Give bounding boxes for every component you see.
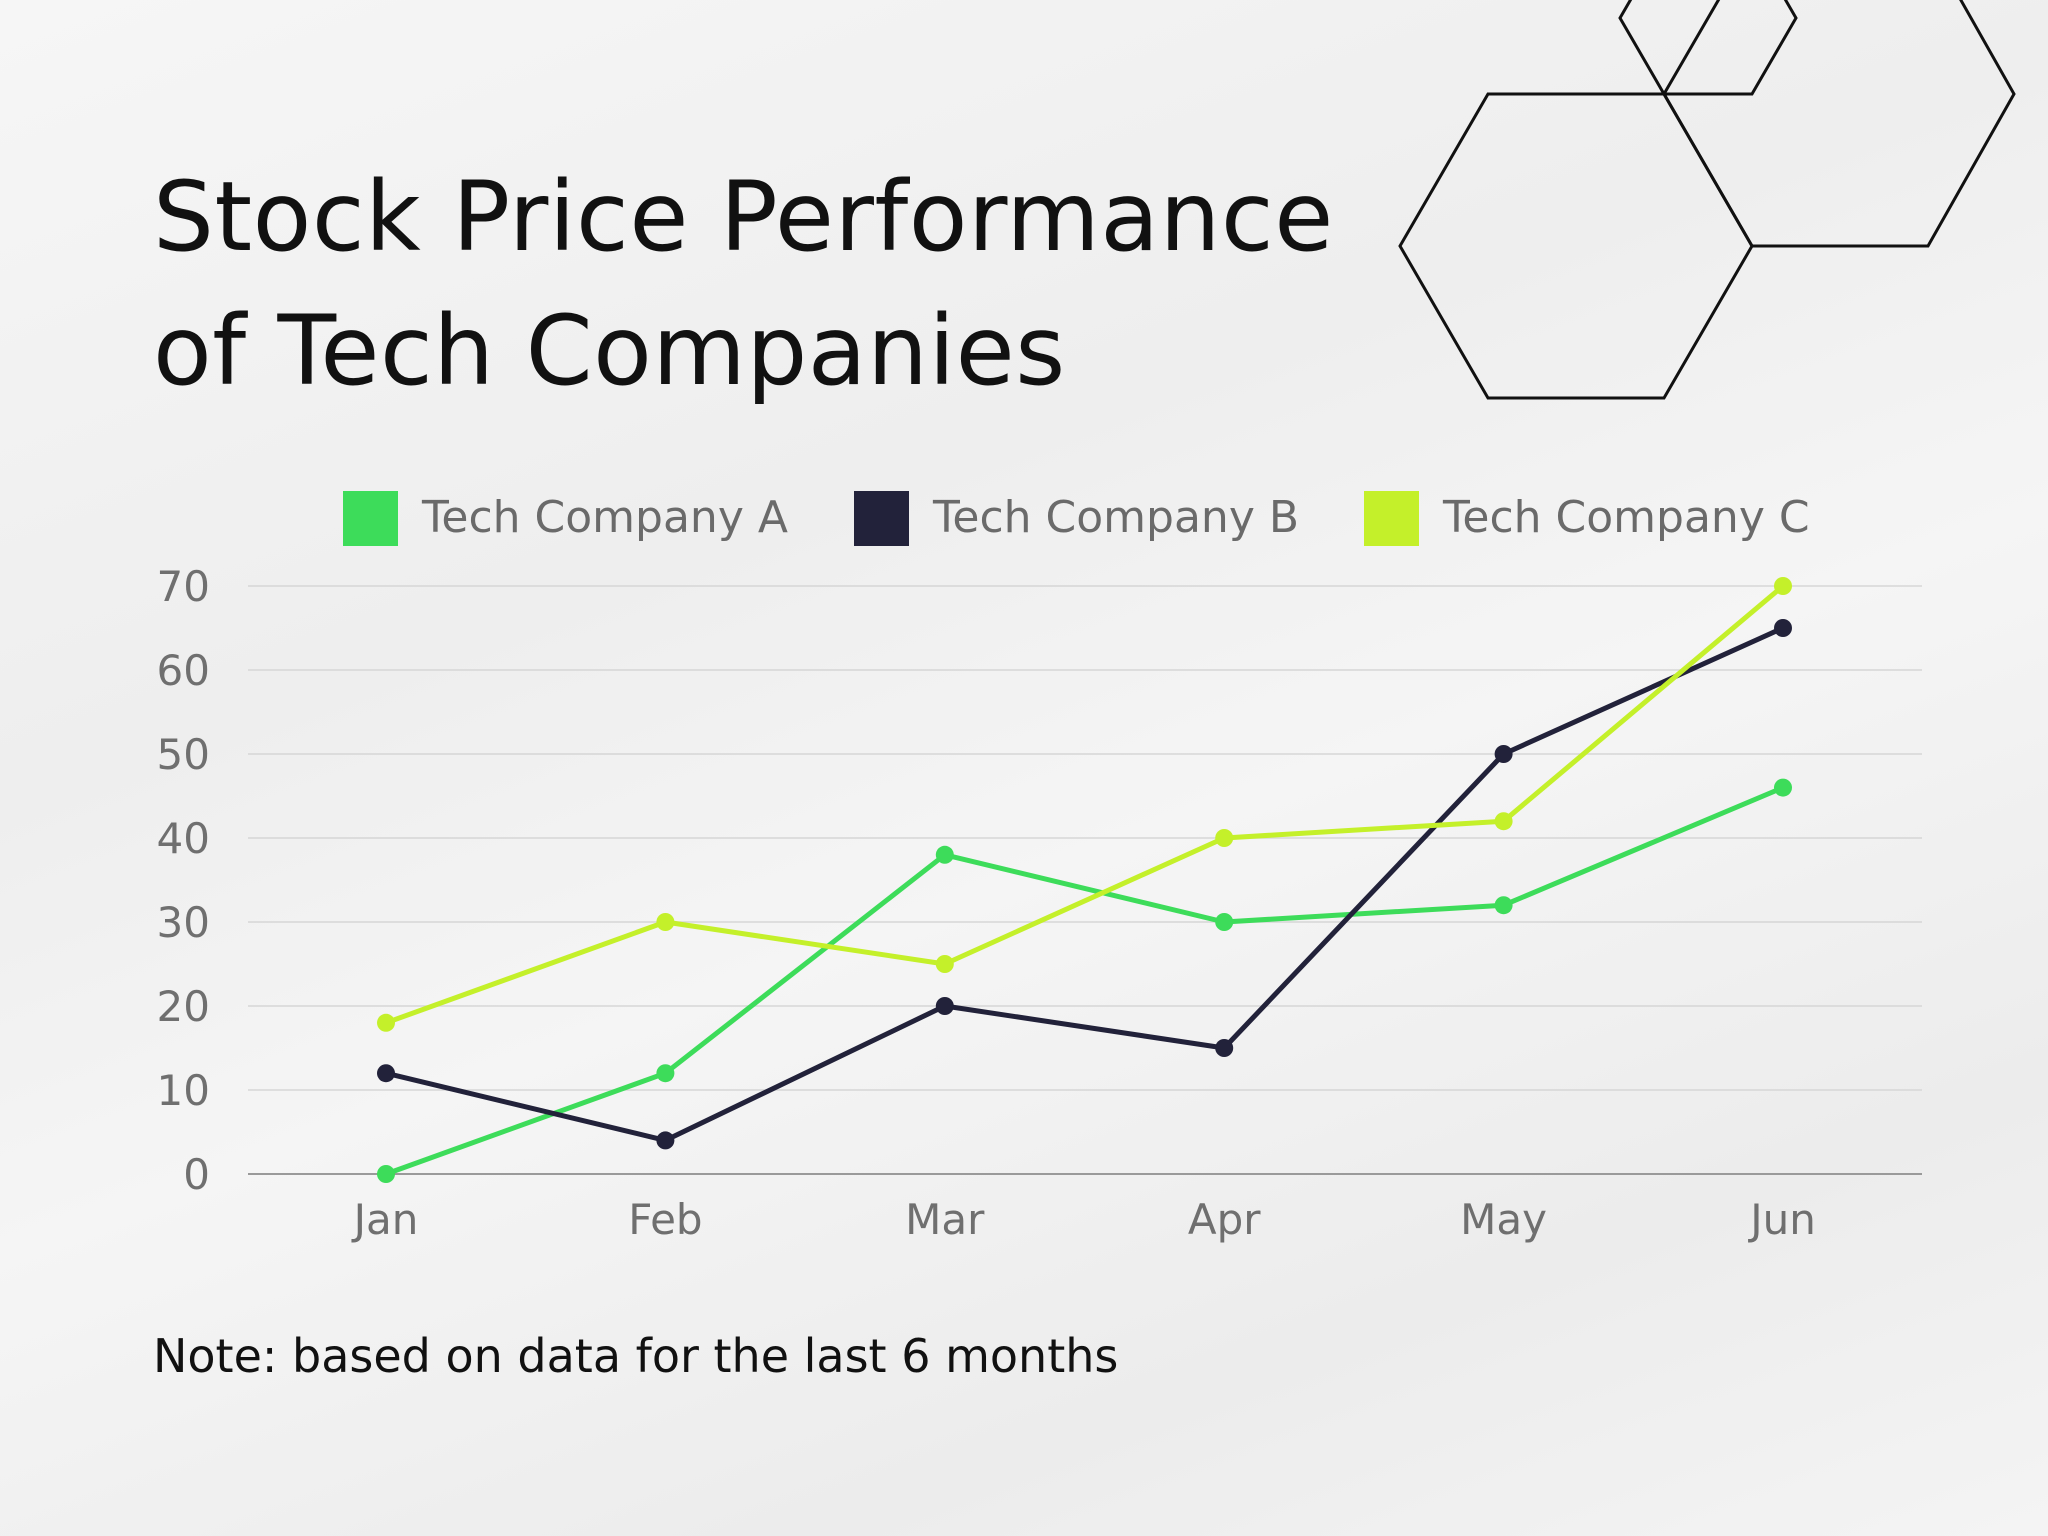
- x-tick-label: Jun: [1747, 1195, 1816, 1244]
- x-tick-label: Jan: [351, 1195, 419, 1244]
- series-2-point: [935, 997, 954, 1015]
- grid-layer: [248, 585, 1922, 1175]
- y-tick-label: 50: [157, 730, 210, 779]
- x-tick-label: Feb: [628, 1195, 702, 1244]
- series-3-point: [1494, 812, 1513, 831]
- series-1-point: [935, 845, 954, 864]
- series-3-point: [1774, 577, 1792, 595]
- series-2-point: [377, 1064, 395, 1083]
- series-3-point: [377, 1013, 395, 1032]
- x-axis-ticks: Jan Feb Mar Apr May Jun: [351, 1195, 1816, 1244]
- series-3-point: [656, 913, 675, 931]
- series-1-point: [1215, 913, 1234, 931]
- legend-swatch-3: [1364, 491, 1419, 546]
- y-axis-ticks: 0 10 20 30 40 50 60 70: [157, 562, 210, 1199]
- series-3-point: [935, 955, 954, 973]
- series-2-point: [1774, 619, 1792, 637]
- y-tick-label: 30: [157, 898, 210, 947]
- title-line-1: Stock Price Performance: [153, 161, 1334, 273]
- x-tick-label: Apr: [1188, 1195, 1261, 1244]
- legend-swatch-2: [854, 491, 909, 546]
- series-1-point: [1494, 896, 1513, 915]
- x-tick-label: May: [1460, 1195, 1547, 1244]
- y-tick-label: 70: [157, 562, 210, 611]
- page-title: Stock Price Performance of Tech Companie…: [153, 150, 1333, 418]
- legend-swatch-1: [343, 491, 398, 546]
- series-line-2: [383, 625, 1786, 1143]
- series-2-point: [1494, 745, 1513, 763]
- footnote: Note: based on data for the last 6 month…: [153, 1329, 1119, 1383]
- title-line-2: of Tech Companies: [153, 295, 1066, 407]
- legend-label-2: Tech Company B: [932, 492, 1299, 543]
- y-tick-label: 40: [157, 814, 210, 863]
- series-2-point: [1215, 1039, 1234, 1057]
- series-line-3: [383, 583, 1786, 1026]
- series-points: [377, 577, 1792, 1183]
- legend-label-1: Tech Company A: [421, 492, 788, 543]
- legend-label-3: Tech Company C: [1442, 492, 1810, 543]
- series-3-point: [1215, 829, 1234, 847]
- series-1-point: [1774, 778, 1792, 797]
- series-lines: [383, 583, 1786, 1177]
- y-tick-label: 0: [183, 1150, 210, 1199]
- x-tick-label: Mar: [905, 1195, 985, 1244]
- series-2-point: [656, 1131, 675, 1150]
- y-tick-label: 10: [157, 1066, 210, 1115]
- y-tick-label: 60: [157, 646, 210, 695]
- series-1-point: [377, 1165, 395, 1183]
- series-1-point: [656, 1064, 675, 1083]
- legend: Tech Company A Tech Company B Tech Company…: [343, 491, 1810, 546]
- y-tick-label: 20: [157, 982, 210, 1031]
- series-line-1: [383, 785, 1786, 1177]
